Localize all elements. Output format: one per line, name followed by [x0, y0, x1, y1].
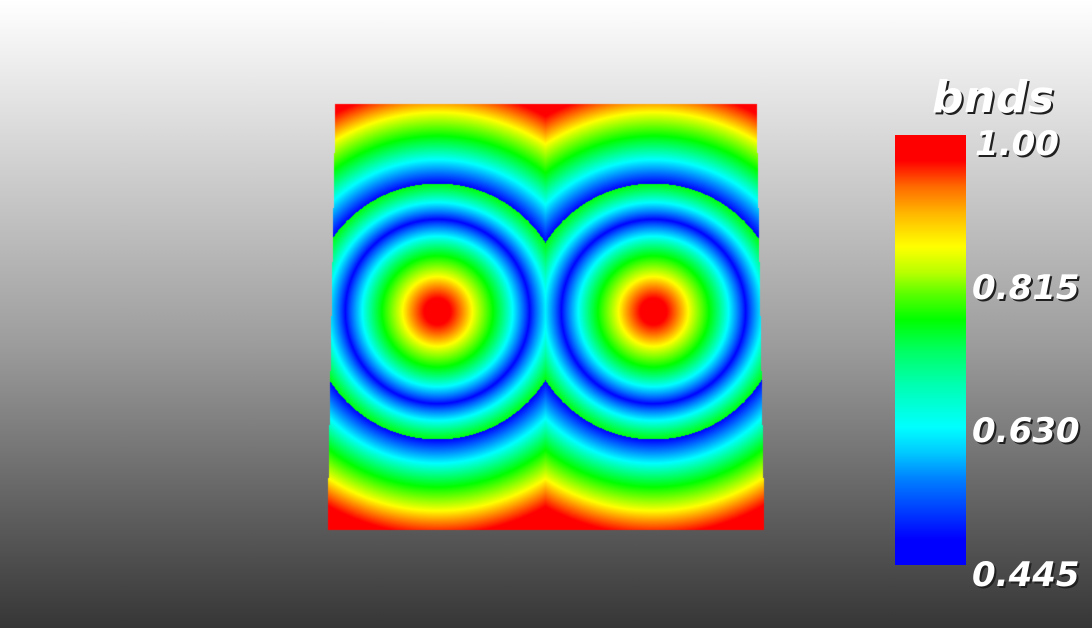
- scalar-bar-title: bnds: [932, 72, 1055, 123]
- scalar-bar-tick: 0.815: [972, 268, 1080, 308]
- scalar-bar-tick-min: 0.445: [972, 555, 1080, 595]
- scalar-bar-tick-max: 1.00: [975, 124, 1059, 164]
- scalar-bar-tick: 0.630: [972, 411, 1080, 451]
- color-scalar-bar: [895, 135, 966, 565]
